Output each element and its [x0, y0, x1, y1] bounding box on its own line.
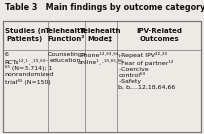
Text: Phone¹²·⁶³·⁶⁴;
online¹¸·¹⁹·⁶⁵·⁶⁶: Phone¹²·⁶³·⁶⁴; online¹¸·¹⁹·⁶⁵·⁶⁶ — [78, 52, 123, 64]
Text: Telehealth
Mode‡: Telehealth Mode‡ — [80, 28, 121, 42]
Text: Counseling;
education: Counseling; education — [47, 52, 84, 63]
Text: Telehealth
Function²: Telehealth Function² — [45, 28, 86, 42]
Text: Studies (n
Patients): Studies (n Patients) — [4, 28, 45, 42]
Text: –Repeat IPV²²·²³
–Fear of partner¹²
–Coercive
control⁶³
–Safety
b, b,...12,18,64: –Repeat IPV²²·²³ –Fear of partner¹² –Coe… — [118, 52, 176, 90]
Text: Table 3   Main findings by outcome category of studies of te: Table 3 Main findings by outcome categor… — [5, 3, 204, 12]
Bar — [3, 21, 201, 132]
Text: 6
RCTs¹²·¹¸·¹⁹·⁶³⁻
⁶⁵ (N=3,714); 1
nonrandomized
trial⁶⁵ (N=150): 6 RCTs¹²·¹¸·¹⁹·⁶³⁻ ⁶⁵ (N=3,714); 1 nonra… — [5, 52, 54, 85]
Text: IPV-Related
Outcomes: IPV-Related Outcomes — [136, 28, 182, 42]
